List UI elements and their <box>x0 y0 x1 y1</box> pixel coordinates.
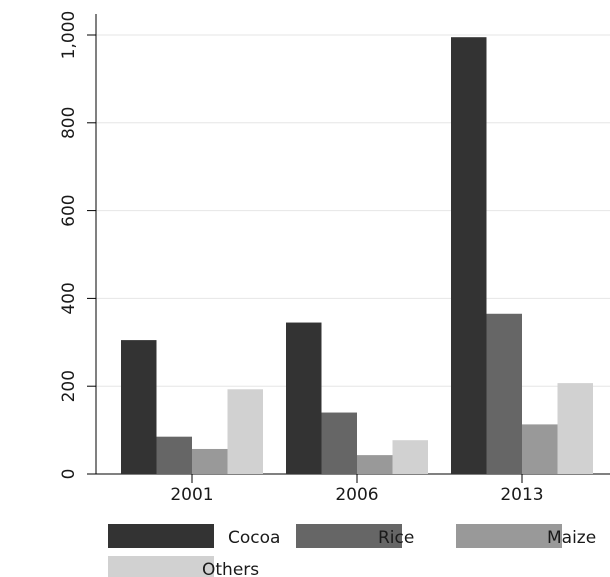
legend-swatch-cocoa <box>108 524 214 548</box>
y-tick-label: 600 <box>59 194 79 226</box>
bar-maize-2006 <box>357 455 393 474</box>
y-tick-label: 0 <box>59 469 79 480</box>
bar-rice-2001 <box>156 436 192 474</box>
x-tick-label: 2006 <box>335 485 378 505</box>
bar-others-2001 <box>227 389 263 474</box>
y-tick-label: 800 <box>59 107 79 139</box>
legend-swatch-others <box>108 556 214 577</box>
gridlines <box>96 34 610 387</box>
bar-rice-2013 <box>486 313 522 474</box>
bar-others-2006 <box>392 440 428 474</box>
legend: Cocoa Rice Maize Others <box>108 524 596 577</box>
bar-maize-2013 <box>522 424 558 474</box>
legend-label-others: Others <box>202 560 259 577</box>
bar-rice-2006 <box>321 412 357 474</box>
legend-swatch-rice <box>296 524 402 548</box>
bar-cocoa-2013 <box>451 37 487 474</box>
x-tick-label: 2013 <box>500 485 543 505</box>
bar-cocoa-2006 <box>286 322 322 474</box>
y-tick-label: 200 <box>59 370 79 402</box>
y-axis-ticks: 0 200 400 600 800 1,000 <box>59 11 96 480</box>
y-tick-label: 1,000 <box>59 11 79 60</box>
legend-label-maize: Maize <box>547 528 596 548</box>
y-tick-label: 400 <box>59 282 79 314</box>
x-axis-ticks: 2001 2006 2013 <box>170 474 544 505</box>
x-tick-label: 2001 <box>170 485 213 505</box>
bar-others-2013 <box>557 383 593 474</box>
bar-cocoa-2001 <box>121 340 157 474</box>
bars <box>121 37 593 474</box>
legend-label-cocoa: Cocoa <box>228 528 280 548</box>
bar-maize-2001 <box>192 448 228 474</box>
legend-swatch-maize <box>456 524 562 548</box>
legend-label-rice: Rice <box>378 528 414 548</box>
